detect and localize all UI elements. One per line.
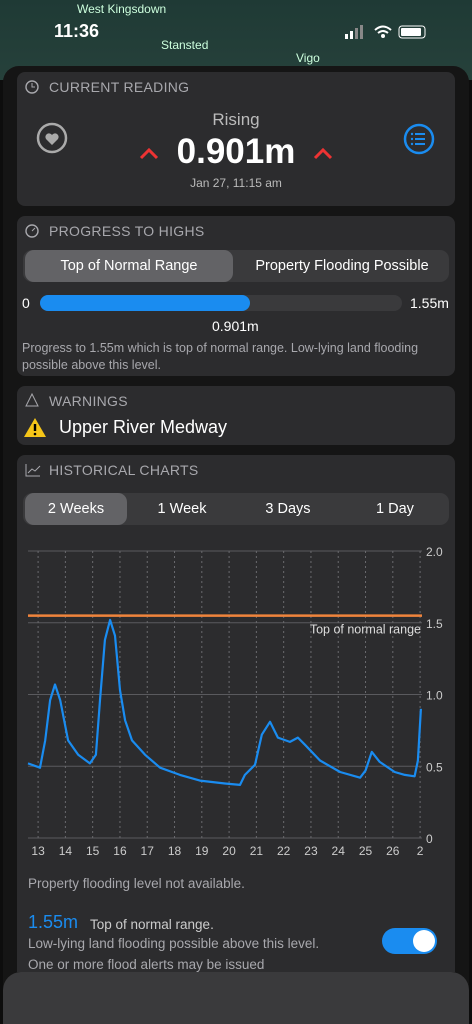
segment[interactable]: 1 Week [157,501,207,517]
warning-outline-icon [25,393,39,407]
progress-fill [40,295,251,311]
threshold-label: Top of normal range [310,623,421,637]
warning-item[interactable]: Upper River Medway [59,417,228,437]
x-tick-label: 14 [59,844,73,858]
segment[interactable]: 3 Days [265,501,311,517]
note: Property flooding level not available. [28,876,245,891]
progress-max: 1.55m [410,295,449,311]
gauge-icon [25,224,39,238]
x-tick-label: 20 [222,844,236,858]
current-reading-card: CURRENT READING Rising 0.901m Jan 27, 11… [17,72,455,206]
x-tick-label: 21 [250,844,264,858]
alert-toggle[interactable] [382,928,437,954]
warning-icon [24,418,46,437]
bottom-bar [3,972,469,1024]
segment-selected[interactable]: Top of Normal Range [25,250,233,282]
level-label: 1.55m [28,912,79,932]
up-arrow [139,147,159,160]
trend: Rising [212,110,260,129]
section-header: CURRENT READING [49,79,190,95]
level-title: Top of normal range. [90,917,214,932]
y-tick-label: 2.0 [426,545,443,559]
y-tick-label: 0.5 [426,760,443,774]
x-tick-label: 15 [86,844,100,858]
warnings-card: WARNINGS Upper River Medway [17,386,455,445]
list-button[interactable] [403,123,435,155]
x-tick-label: 23 [304,844,318,858]
favorite-button[interactable] [36,122,68,154]
progress-card: PROGRESS TO HIGHS Top of Normal Range Pr… [17,216,455,376]
section-header: PROGRESS TO HIGHS [49,223,205,239]
x-tick-label: 18 [168,844,182,858]
segment-selected[interactable]: 2 Weeks [25,493,127,525]
reading-value: 0.901m [176,132,296,171]
status-icons [345,24,435,40]
progress-description: Progress to 1.55m which is top of normal… [22,341,419,372]
progress-value: 0.901m [212,318,259,334]
segment[interactable]: Property Flooding Possible [255,258,429,274]
progress-track [40,295,402,311]
data-line [27,618,422,786]
historical-card: HISTORICAL CHARTS 2 Weeks 1 Week 3 Days … [17,455,455,972]
y-tick-label: 1.0 [426,689,443,703]
map-label: West Kingsdown [77,2,167,16]
chart-icon [25,464,41,477]
x-tick-label: 24 [332,844,346,858]
segment[interactable]: 1 Day [376,501,414,517]
x-tick-label: 25 [359,844,373,858]
status-time: 11:36 [54,21,100,41]
map-label: Vigo [296,51,320,65]
level-line: One or more flood alerts may be issued [28,957,265,972]
level-line: Low-lying land flooding possible above t… [28,936,320,951]
progress-min: 0 [22,295,30,311]
y-tick-label: 1.5 [426,617,443,631]
y-tick-label: 0 [426,832,433,846]
x-tick-label: 22 [277,844,291,858]
x-tick-label: 26 [386,844,400,858]
x-tick-label: 13 [31,844,45,858]
up-arrow [313,147,333,160]
x-tick-label: 2 [417,844,424,858]
map-label: Stansted [161,38,209,52]
clock-icon [25,80,39,94]
x-tick-label: 16 [113,844,127,858]
x-tick-label: 19 [195,844,209,858]
section-header: WARNINGS [49,393,128,409]
section-header: HISTORICAL CHARTS [49,462,199,478]
x-tick-label: 17 [141,844,155,858]
chart: 0 0.5 1.0 1.5 2.0 13 14 15 16 17 18 19 20 21 22 23 24 25 2… [27,545,443,858]
timestamp: Jan 27, 11:15 am [190,176,282,190]
